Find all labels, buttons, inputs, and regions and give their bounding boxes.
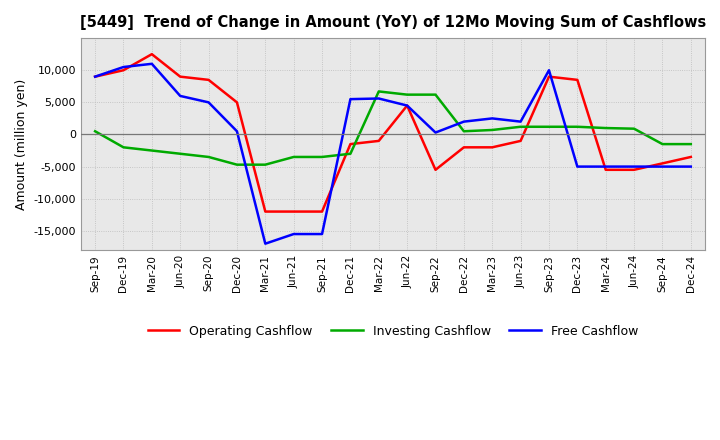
Free Cashflow (459, 119, 468, 124)
Free Cashflow (516, 119, 525, 124)
Investing Cashflow (431, 92, 440, 97)
Free Cashflow (630, 164, 639, 169)
Operating Cashflow (289, 209, 298, 214)
Free Cashflow (289, 231, 298, 237)
Line: Operating Cashflow: Operating Cashflow (95, 54, 690, 212)
Operating Cashflow (686, 154, 695, 160)
Line: Investing Cashflow: Investing Cashflow (95, 92, 690, 165)
Operating Cashflow (148, 51, 156, 57)
Free Cashflow (573, 164, 582, 169)
Operating Cashflow (544, 74, 553, 79)
Operating Cashflow (402, 103, 411, 108)
Free Cashflow (544, 68, 553, 73)
Operating Cashflow (119, 68, 127, 73)
Operating Cashflow (459, 145, 468, 150)
Y-axis label: Amount (million yen): Amount (million yen) (15, 78, 28, 210)
Investing Cashflow (573, 124, 582, 129)
Investing Cashflow (516, 124, 525, 129)
Legend: Operating Cashflow, Investing Cashflow, Free Cashflow: Operating Cashflow, Investing Cashflow, … (143, 320, 643, 343)
Investing Cashflow (488, 127, 497, 132)
Operating Cashflow (176, 74, 184, 79)
Investing Cashflow (402, 92, 411, 97)
Investing Cashflow (346, 151, 355, 156)
Operating Cashflow (601, 167, 610, 172)
Operating Cashflow (630, 167, 639, 172)
Operating Cashflow (658, 161, 667, 166)
Investing Cashflow (289, 154, 298, 160)
Operating Cashflow (488, 145, 497, 150)
Free Cashflow (204, 100, 213, 105)
Free Cashflow (374, 96, 383, 101)
Operating Cashflow (431, 167, 440, 172)
Investing Cashflow (630, 126, 639, 131)
Free Cashflow (176, 93, 184, 99)
Free Cashflow (119, 64, 127, 70)
Investing Cashflow (119, 145, 127, 150)
Investing Cashflow (261, 162, 269, 167)
Investing Cashflow (658, 142, 667, 147)
Investing Cashflow (601, 125, 610, 131)
Investing Cashflow (544, 124, 553, 129)
Operating Cashflow (91, 74, 99, 79)
Operating Cashflow (233, 100, 241, 105)
Free Cashflow (601, 164, 610, 169)
Investing Cashflow (148, 148, 156, 153)
Free Cashflow (346, 96, 355, 102)
Free Cashflow (658, 164, 667, 169)
Operating Cashflow (516, 138, 525, 143)
Title: [5449]  Trend of Change in Amount (YoY) of 12Mo Moving Sum of Cashflows: [5449] Trend of Change in Amount (YoY) o… (80, 15, 706, 30)
Operating Cashflow (261, 209, 269, 214)
Free Cashflow (91, 74, 99, 79)
Investing Cashflow (686, 142, 695, 147)
Investing Cashflow (91, 128, 99, 134)
Operating Cashflow (204, 77, 213, 83)
Investing Cashflow (176, 151, 184, 156)
Investing Cashflow (318, 154, 326, 160)
Investing Cashflow (374, 89, 383, 94)
Operating Cashflow (318, 209, 326, 214)
Free Cashflow (233, 128, 241, 134)
Operating Cashflow (573, 77, 582, 83)
Free Cashflow (431, 130, 440, 135)
Investing Cashflow (459, 128, 468, 134)
Free Cashflow (402, 103, 411, 108)
Free Cashflow (261, 241, 269, 246)
Investing Cashflow (204, 154, 213, 160)
Operating Cashflow (346, 142, 355, 147)
Free Cashflow (488, 116, 497, 121)
Line: Free Cashflow: Free Cashflow (95, 64, 690, 244)
Investing Cashflow (233, 162, 241, 167)
Free Cashflow (318, 231, 326, 237)
Free Cashflow (686, 164, 695, 169)
Free Cashflow (148, 61, 156, 66)
Operating Cashflow (374, 138, 383, 143)
